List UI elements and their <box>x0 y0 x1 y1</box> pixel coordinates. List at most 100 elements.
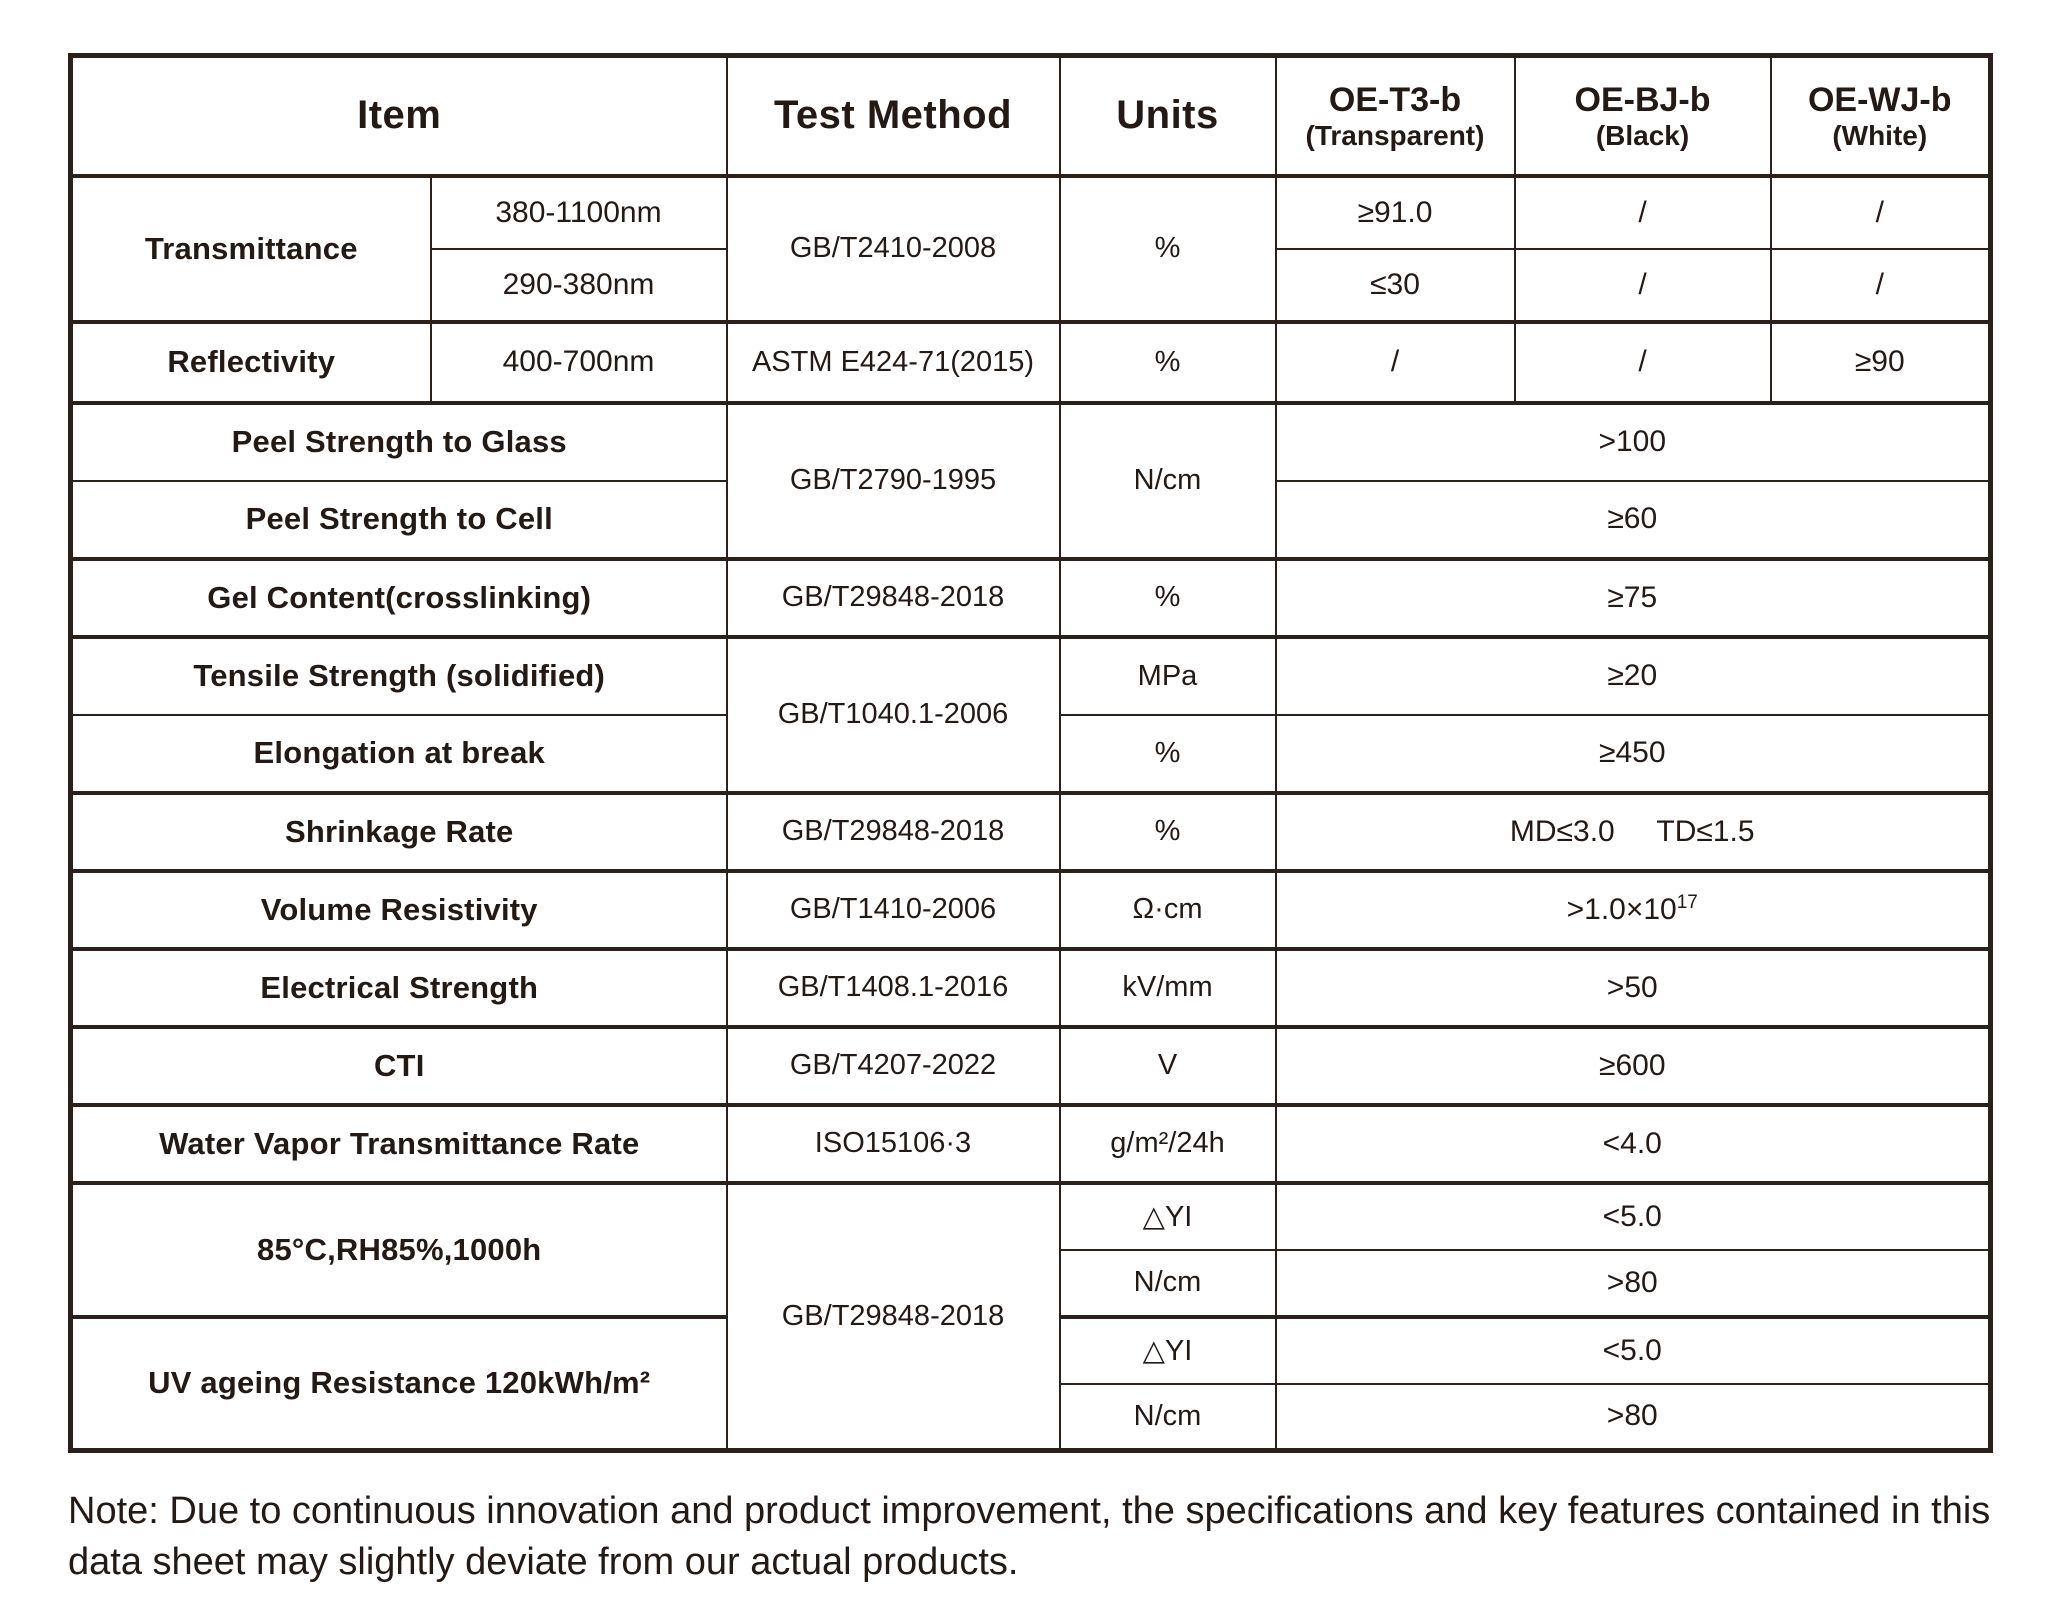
col-header-oe-wj-b: OE-WJ-b (White) <box>1769 54 1992 177</box>
cell-elongation-units: % <box>1058 713 1277 794</box>
cell-damp-heat-peel-units: N/cm <box>1058 1248 1277 1318</box>
cell-uv-yi-value: <5.0 <box>1274 1314 1992 1385</box>
product-variant-transparent: (Transparent) <box>1305 119 1485 151</box>
table-row: Elongation at break % ≥450 <box>69 713 1992 794</box>
volume-resistivity-exponent: 17 <box>1676 891 1698 913</box>
row-label-damp-heat: 85°C,RH85%,1000h <box>69 1180 728 1318</box>
table-row: Gel Content(crosslinking) GB/T29848-2018… <box>69 556 1992 638</box>
cell-transmittance-row1-bj: / <box>1513 173 1772 250</box>
cell-transmittance-units: % <box>1058 173 1277 323</box>
cell-reflectivity-wj: ≥90 <box>1769 319 1992 404</box>
table-row: Volume Resistivity GB/T1410-2006 Ω·cm >1… <box>69 868 1992 950</box>
cell-volume-resistivity-value: >1.0×1017 <box>1274 868 1992 950</box>
product-name-oe-wj-b: OE-WJ-b <box>1807 80 1952 119</box>
cell-transmittance-range-1: 380-1100nm <box>429 173 728 250</box>
table-row: CTI GB/T4207-2022 V ≥600 <box>69 1024 1992 1106</box>
col-header-oe-bj-b: OE-BJ-b (Black) <box>1513 54 1772 177</box>
cell-wvtr-value: <4.0 <box>1274 1102 1992 1184</box>
cell-transmittance-row1-wj: / <box>1769 173 1992 250</box>
cell-wvtr-method: ISO15106·3 <box>725 1102 1061 1184</box>
table-row: UV ageing Resistance 120kWh/m² △YI <5.0 <box>69 1314 1992 1452</box>
cell-reflectivity-t3: / <box>1274 319 1516 404</box>
cell-wvtr-units: g/m²/24h <box>1058 1102 1277 1184</box>
cell-cti-units: V <box>1058 1024 1277 1106</box>
col-header-item: Item <box>69 54 728 177</box>
row-label-elongation: Elongation at break <box>69 713 728 794</box>
cell-electrical-strength-value: >50 <box>1274 946 1992 1028</box>
row-label-gel-content: Gel Content(crosslinking) <box>69 556 728 638</box>
table-row: N/cm >80 <box>71 1382 1992 1452</box>
cell-damp-heat-yi-value: <5.0 <box>1274 1180 1992 1251</box>
product-name-oe-t3-b: OE-T3-b <box>1328 80 1462 119</box>
cell-volume-resistivity-units: Ω·cm <box>1058 868 1277 950</box>
cell-elongation-value: ≥450 <box>1274 713 1992 794</box>
cell-transmittance-row2-t3: ≤30 <box>1274 247 1516 323</box>
cell-peel-units: N/cm <box>1058 400 1277 560</box>
cell-shrinkage-method: GB/T29848-2018 <box>725 790 1061 872</box>
table-row: 290-380nm ≤30 / / <box>71 247 1992 323</box>
product-variant-white: (White) <box>1832 119 1928 151</box>
table-row: Reflectivity 400-700nm ASTM E424-71(2015… <box>69 319 1992 404</box>
cell-transmittance-row1-t3: ≥91.0 <box>1274 173 1516 250</box>
row-label-transmittance: Transmittance <box>69 173 432 323</box>
table-row: N/cm >80 <box>71 1248 1992 1318</box>
cell-gel-units: % <box>1058 556 1277 638</box>
cell-tensile-value: ≥20 <box>1274 634 1992 716</box>
table-row: Tensile Strength (solidified) GB/T1040.1… <box>69 634 1992 794</box>
row-label-wvtr: Water Vapor Transmittance Rate <box>69 1102 728 1184</box>
cell-uv-peel-value: >80 <box>1274 1382 1992 1452</box>
cell-cti-value: ≥600 <box>1274 1024 1992 1106</box>
cell-transmittance-row2-bj: / <box>1513 247 1772 323</box>
cell-volume-resistivity-method: GB/T1410-2006 <box>725 868 1061 950</box>
col-header-units: Units <box>1058 54 1277 177</box>
row-label-reflectivity: Reflectivity <box>69 319 432 404</box>
row-label-volume-resistivity: Volume Resistivity <box>69 868 728 950</box>
cell-shrinkage-units: % <box>1058 790 1277 872</box>
table-row: Shrinkage Rate GB/T29848-2018 % MD≤3.0 T… <box>69 790 1992 872</box>
cell-electrical-strength-method: GB/T1408.1-2016 <box>725 946 1061 1028</box>
spec-table: Item Test Method Units OE-T3-b (Transpar… <box>68 53 1993 1453</box>
cell-tensile-units: MPa <box>1058 634 1277 716</box>
row-label-shrinkage-rate: Shrinkage Rate <box>69 790 728 872</box>
cell-reflectivity-method: ASTM E424-71(2015) <box>725 319 1061 404</box>
header-row: Item Test Method Units OE-T3-b (Transpar… <box>69 54 1992 177</box>
spec-sheet: Item Test Method Units OE-T3-b (Transpar… <box>68 53 1993 1453</box>
cell-reflectivity-range: 400-700nm <box>429 319 728 404</box>
product-name-oe-bj-b: OE-BJ-b <box>1574 80 1711 119</box>
cell-damp-heat-peel-value: >80 <box>1274 1248 1992 1318</box>
cell-peel-cell-value: ≥60 <box>1274 479 1992 560</box>
cell-tensile-method: GB/T1040.1-2006 <box>725 634 1061 794</box>
cell-peel-method: GB/T2790-1995 <box>725 400 1061 560</box>
table-row: Peel Strength to Glass GB/T2790-1995 N/c… <box>69 400 1992 560</box>
cell-uv-yi-units: △YI <box>1058 1314 1277 1385</box>
cell-uv-peel-units: N/cm <box>1058 1382 1277 1452</box>
cell-transmittance-row2-wj: / <box>1769 247 1992 323</box>
row-label-tensile-strength: Tensile Strength (solidified) <box>69 634 728 716</box>
product-variant-black: (Black) <box>1595 119 1690 151</box>
cell-ageing-method: GB/T29848-2018 <box>725 1180 1061 1452</box>
cell-shrinkage-value: MD≤3.0 TD≤1.5 <box>1274 790 1992 872</box>
cell-reflectivity-units: % <box>1058 319 1277 404</box>
cell-transmittance-method: GB/T2410-2008 <box>725 173 1061 323</box>
table-row: Peel Strength to Cell ≥60 <box>69 479 1992 560</box>
row-label-electrical-strength: Electrical Strength <box>69 946 728 1028</box>
row-label-peel-strength-cell: Peel Strength to Cell <box>69 479 728 560</box>
table-row: Water Vapor Transmittance Rate ISO15106·… <box>69 1102 1992 1184</box>
volume-resistivity-base: >1.0×10 <box>1566 892 1677 926</box>
cell-peel-glass-value: >100 <box>1274 400 1992 482</box>
cell-electrical-strength-units: kV/mm <box>1058 946 1277 1028</box>
row-label-cti: CTI <box>69 1024 728 1106</box>
cell-gel-method: GB/T29848-2018 <box>725 556 1061 638</box>
cell-damp-heat-yi-units: △YI <box>1058 1180 1277 1251</box>
cell-reflectivity-bj: / <box>1513 319 1772 404</box>
col-header-oe-t3-b: OE-T3-b (Transparent) <box>1274 54 1516 177</box>
table-row: Electrical Strength GB/T1408.1-2016 kV/m… <box>69 946 1992 1028</box>
table-row: 85°C,RH85%,1000h GB/T29848-2018 △YI <5.0 <box>69 1180 1992 1452</box>
note-text: Note: Due to continuous innovation and p… <box>68 1490 1991 1583</box>
row-label-peel-strength-glass: Peel Strength to Glass <box>69 400 728 482</box>
col-header-test-method: Test Method <box>725 54 1061 177</box>
table-row: Transmittance 380-1100nm GB/T2410-2008 %… <box>69 173 1992 323</box>
cell-transmittance-range-2: 290-380nm <box>429 247 728 323</box>
cell-gel-value: ≥75 <box>1274 556 1992 638</box>
row-label-uv-ageing: UV ageing Resistance 120kWh/m² <box>69 1314 728 1452</box>
